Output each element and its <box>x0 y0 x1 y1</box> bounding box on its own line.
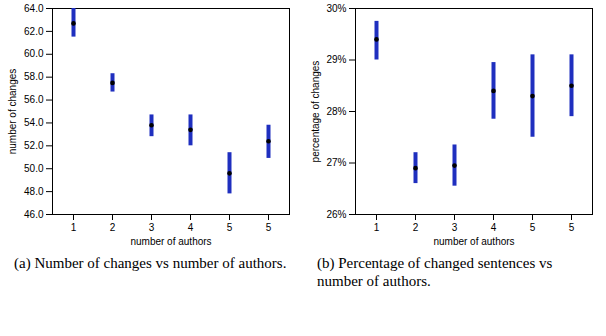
svg-text:number of changes: number of changes <box>7 69 18 155</box>
svg-text:26%: 26% <box>326 209 346 220</box>
svg-text:30%: 30% <box>326 3 346 14</box>
svg-text:3: 3 <box>149 222 155 233</box>
svg-text:number of authors: number of authors <box>433 236 514 247</box>
svg-text:4: 4 <box>491 222 497 233</box>
svg-text:5: 5 <box>266 222 272 233</box>
svg-text:2: 2 <box>413 222 419 233</box>
svg-text:48.0: 48.0 <box>24 186 44 197</box>
svg-text:58.0: 58.0 <box>24 71 44 82</box>
svg-text:54.0: 54.0 <box>24 117 44 128</box>
svg-text:50.0: 50.0 <box>24 163 44 174</box>
svg-text:percentage of changes: percentage of changes <box>310 61 321 163</box>
svg-text:60.0: 60.0 <box>24 48 44 59</box>
svg-text:4: 4 <box>188 222 194 233</box>
svg-text:46.0: 46.0 <box>24 209 44 220</box>
svg-text:5: 5 <box>227 222 233 233</box>
svg-text:5: 5 <box>569 222 575 233</box>
html-text:(b) Percentage of changed sent: (b) Percentage of changed sentences vs n… <box>317 255 553 289</box>
svg-text:56.0: 56.0 <box>24 94 44 105</box>
svg-text:1: 1 <box>71 222 77 233</box>
svg-text:52.0: 52.0 <box>24 140 44 151</box>
svg-text:number of authors: number of authors <box>130 236 211 247</box>
svg-text:27%: 27% <box>326 157 346 168</box>
svg-text:1: 1 <box>374 222 380 233</box>
svg-text:28%: 28% <box>326 106 346 117</box>
svg-text:64.0: 64.0 <box>24 3 44 14</box>
svg-text:5: 5 <box>530 222 536 233</box>
svg-text:62.0: 62.0 <box>24 26 44 37</box>
svg-text:3: 3 <box>452 222 458 233</box>
html-text:(a) Number of changes vs numbe: (a) Number of changes vs number of autho… <box>14 255 287 271</box>
svg-text:29%: 29% <box>326 54 346 65</box>
svg-text:2: 2 <box>110 222 116 233</box>
